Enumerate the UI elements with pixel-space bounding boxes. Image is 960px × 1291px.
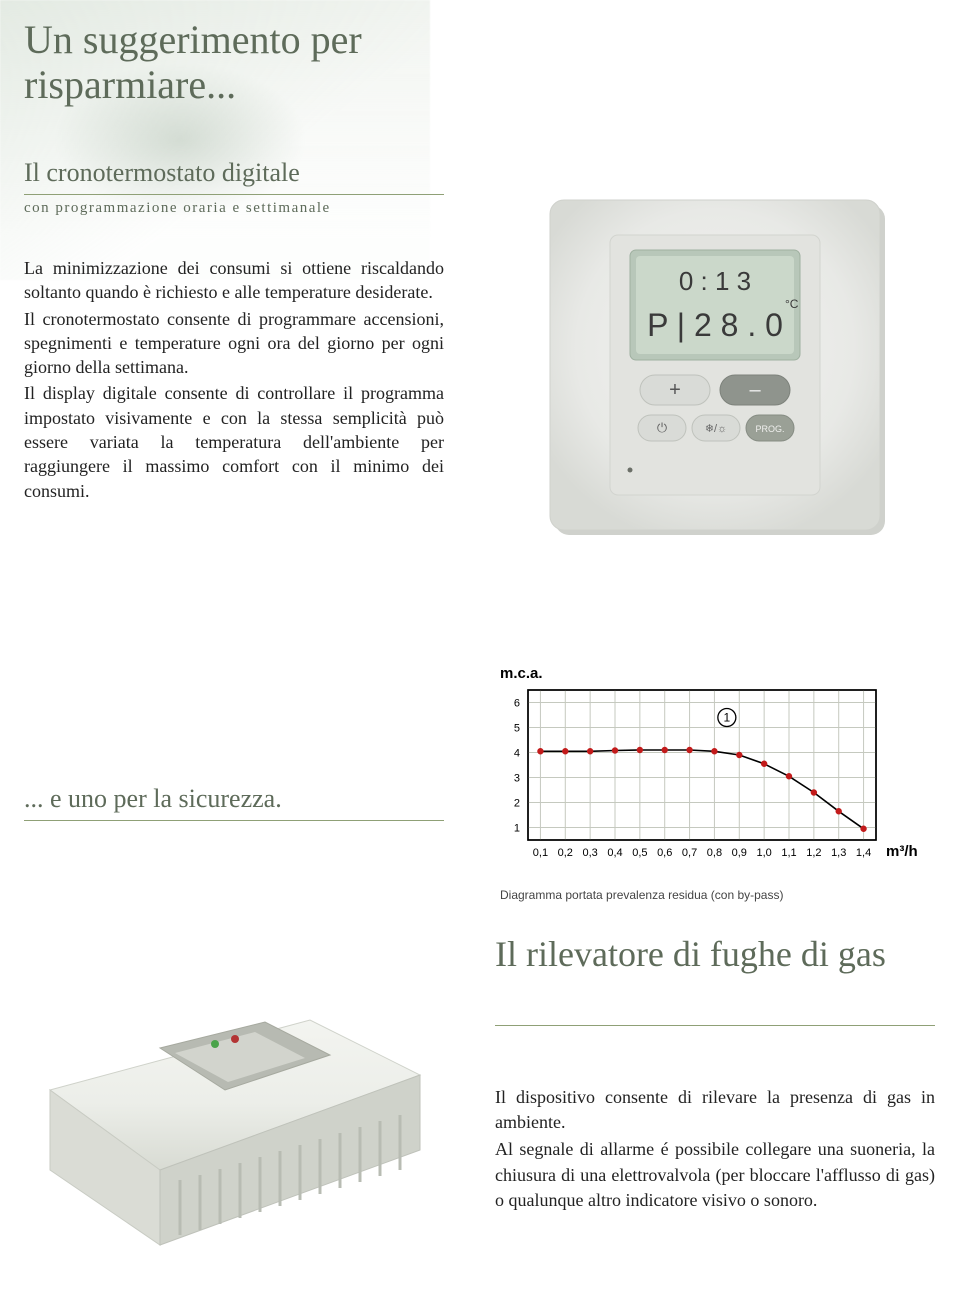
section2-heading: ... e uno per la sicurezza.: [24, 784, 282, 814]
thermostat-plus-button: +: [669, 379, 681, 401]
thermostat-display-top: 0 : 1 3: [679, 266, 751, 296]
thermostat-prog-button: PROG.: [755, 424, 784, 434]
section1-tagline: con programmazione oraria e settimanale: [24, 200, 331, 217]
thermostat-minus-button: –: [749, 379, 761, 401]
svg-text:0,6: 0,6: [657, 847, 672, 859]
svg-text:0,3: 0,3: [582, 847, 597, 859]
svg-text:2: 2: [514, 798, 520, 810]
svg-text:0,4: 0,4: [607, 847, 622, 859]
section3-body: Il dispositivo consente di rilevare la p…: [495, 1085, 935, 1215]
chart-caption: Diagramma portata prevalenza residua (co…: [500, 888, 930, 902]
section3-rule: [495, 1025, 935, 1026]
svg-text:m³/h: m³/h: [886, 843, 918, 860]
svg-text:0,2: 0,2: [558, 847, 573, 859]
svg-text:1,4: 1,4: [856, 847, 871, 859]
thermostat-deg-label: °C: [785, 297, 799, 311]
flow-chart: m.c.a. 1 2 3 4 5 6 0,1 0,2 0,3 0,4 0,5 0,6 0,7 0,8 0,9…: [500, 665, 930, 902]
page-title: Un suggerimento per risparmiare...: [24, 18, 444, 108]
section2-heading-text: ... e uno per la sicurezza.: [24, 784, 282, 813]
svg-text:0,9: 0,9: [732, 847, 747, 859]
svg-text:1,3: 1,3: [831, 847, 846, 859]
svg-text:5: 5: [514, 723, 520, 735]
svg-text:1: 1: [514, 823, 520, 835]
section1-heading-text: Il cronotermostato digitale: [24, 158, 300, 187]
section3-heading: Il rilevatore di fughe di gas: [495, 935, 886, 975]
svg-text:1,2: 1,2: [806, 847, 821, 859]
section1-heading: Il cronotermostato digitale: [24, 158, 300, 188]
svg-text:0,8: 0,8: [707, 847, 722, 859]
svg-text:3: 3: [514, 773, 520, 785]
thermostat-mode-button: ❄/☼: [705, 423, 727, 435]
section1-body: La minimizzazione dei consumi si ottiene…: [24, 256, 444, 505]
thermostat-power-button: ⏻: [657, 420, 667, 435]
section1-tagline-text: con programmazione oraria e settimanale: [24, 200, 331, 216]
svg-text:4: 4: [514, 748, 520, 760]
gas-sensor-image: [20, 980, 460, 1280]
svg-text:1,1: 1,1: [781, 847, 796, 859]
chart-title: m.c.a.: [500, 665, 930, 682]
thermostat-image: 0 : 1 3 P | 2 8 . 0 °C + – ⏻ ❄/☼ PROG.: [530, 180, 910, 560]
chart-plot: 1 2 3 4 5 6 0,1 0,2 0,3 0,4 0,5 0,6 0,7 0,8 0,9 1,0 1,1 1…: [500, 682, 930, 877]
section3-heading-text: Il rilevatore di fughe di gas: [495, 934, 886, 974]
page-title-text: Un suggerimento per risparmiare...: [24, 17, 362, 107]
svg-text:0,7: 0,7: [682, 847, 697, 859]
svg-text:1,0: 1,0: [756, 847, 771, 859]
svg-text:6: 6: [514, 698, 520, 710]
section1-rule: [24, 194, 444, 195]
thermostat-display-bottom: P | 2 8 . 0: [647, 307, 783, 343]
section2-rule: [24, 820, 444, 821]
svg-text:1: 1: [724, 711, 731, 725]
svg-text:0,1: 0,1: [533, 847, 548, 859]
svg-text:0,5: 0,5: [632, 847, 647, 859]
